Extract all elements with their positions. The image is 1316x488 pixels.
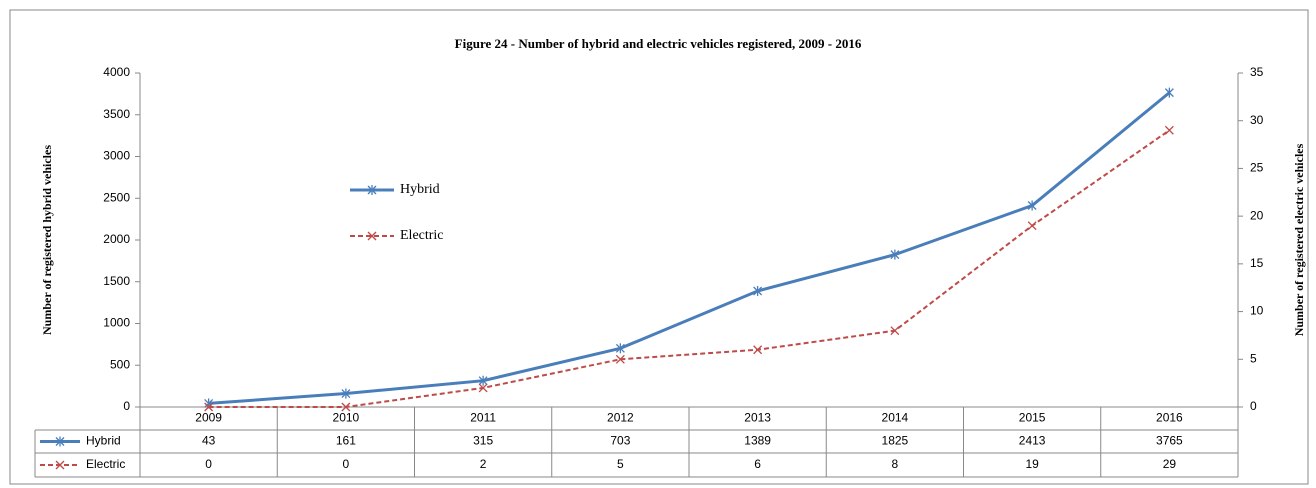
table-cell: 6 xyxy=(754,457,761,471)
point-marker xyxy=(1027,200,1037,211)
table-cell: 8 xyxy=(892,457,899,471)
y2-tick-label: 30 xyxy=(1250,113,1264,127)
point-marker xyxy=(1164,125,1174,135)
table-row-label: Electric xyxy=(86,457,125,471)
point-marker xyxy=(890,326,900,336)
x-tick-label: 2015 xyxy=(1019,411,1046,425)
table-cell: 0 xyxy=(343,457,350,471)
legend-label: Hybrid xyxy=(400,182,440,197)
y2-axis-label: Number of registered electric vehicles xyxy=(1292,143,1306,336)
table-cell: 1389 xyxy=(744,434,771,448)
table-cell: 29 xyxy=(1163,457,1177,471)
table-cell: 0 xyxy=(205,457,212,471)
table-cell: 703 xyxy=(610,434,630,448)
y2-tick-label: 25 xyxy=(1250,161,1264,175)
legend-marker xyxy=(367,185,377,195)
y-tick-label: 0 xyxy=(123,399,130,413)
point-marker xyxy=(890,249,900,260)
x-tick-label: 2012 xyxy=(607,411,634,425)
table-cell: 1825 xyxy=(882,434,909,448)
legend-marker xyxy=(55,460,65,470)
marker-stroke xyxy=(341,402,351,412)
y2-tick-label: 20 xyxy=(1250,208,1264,222)
y2-tick-label: 15 xyxy=(1250,256,1264,270)
point-marker xyxy=(1027,221,1037,231)
x-tick-label: 2010 xyxy=(333,411,360,425)
point-marker xyxy=(615,343,625,354)
marker-stroke xyxy=(890,326,900,336)
table-row-label: Hybrid xyxy=(86,434,121,448)
legend-label: Electric xyxy=(400,228,444,243)
point-marker xyxy=(478,383,488,393)
marker-stroke xyxy=(1164,125,1174,135)
marker-stroke xyxy=(367,231,377,241)
marker-stroke xyxy=(478,383,488,393)
chart-title: Figure 24 - Number of hybrid and electri… xyxy=(455,36,862,51)
point-marker xyxy=(615,354,625,364)
y-tick-label: 2500 xyxy=(103,190,130,204)
table-cell: 3765 xyxy=(1156,434,1183,448)
point-marker xyxy=(753,286,763,297)
table-cell: 19 xyxy=(1025,457,1039,471)
table-cell: 5 xyxy=(617,457,624,471)
y2-tick-label: 0 xyxy=(1250,399,1257,413)
x-tick-label: 2013 xyxy=(744,411,771,425)
y-tick-label: 500 xyxy=(110,357,130,371)
point-marker xyxy=(753,345,763,355)
table-cell: 161 xyxy=(336,434,356,448)
legend-marker xyxy=(55,436,65,447)
y-tick-label: 1500 xyxy=(103,274,130,288)
y2-tick-label: 10 xyxy=(1250,304,1264,318)
y-tick-label: 1000 xyxy=(103,316,130,330)
x-tick-label: 2011 xyxy=(470,411,496,425)
x-tick-label: 2009 xyxy=(195,411,222,425)
point-marker xyxy=(478,375,488,386)
chart-border xyxy=(9,9,1309,485)
y2-tick-label: 5 xyxy=(1250,351,1257,365)
legend-marker xyxy=(367,231,377,241)
y-tick-label: 3500 xyxy=(103,107,130,121)
marker-stroke xyxy=(55,460,65,470)
y-tick-label: 4000 xyxy=(103,65,130,79)
table-cell: 315 xyxy=(473,434,493,448)
table-cell: 43 xyxy=(202,434,216,448)
point-marker xyxy=(1164,87,1174,98)
table-cell: 2413 xyxy=(1019,434,1046,448)
point-marker xyxy=(341,402,351,412)
marker-stroke xyxy=(615,354,625,364)
table-cell: 2 xyxy=(480,457,487,471)
y-tick-label: 2000 xyxy=(103,232,130,246)
marker-stroke xyxy=(204,402,214,412)
x-tick-label: 2016 xyxy=(1156,411,1183,425)
x-tick-label: 2014 xyxy=(882,411,909,425)
y-tick-label: 3000 xyxy=(103,149,130,163)
marker-stroke xyxy=(753,345,763,355)
marker-stroke xyxy=(1027,221,1037,231)
series-line xyxy=(208,91,1171,405)
y-axis-label: Number of registered hybrid vehicles xyxy=(40,145,54,335)
point-marker xyxy=(204,402,214,412)
point-marker xyxy=(341,388,351,399)
y2-tick-label: 35 xyxy=(1250,65,1264,79)
series-line xyxy=(208,129,1170,408)
